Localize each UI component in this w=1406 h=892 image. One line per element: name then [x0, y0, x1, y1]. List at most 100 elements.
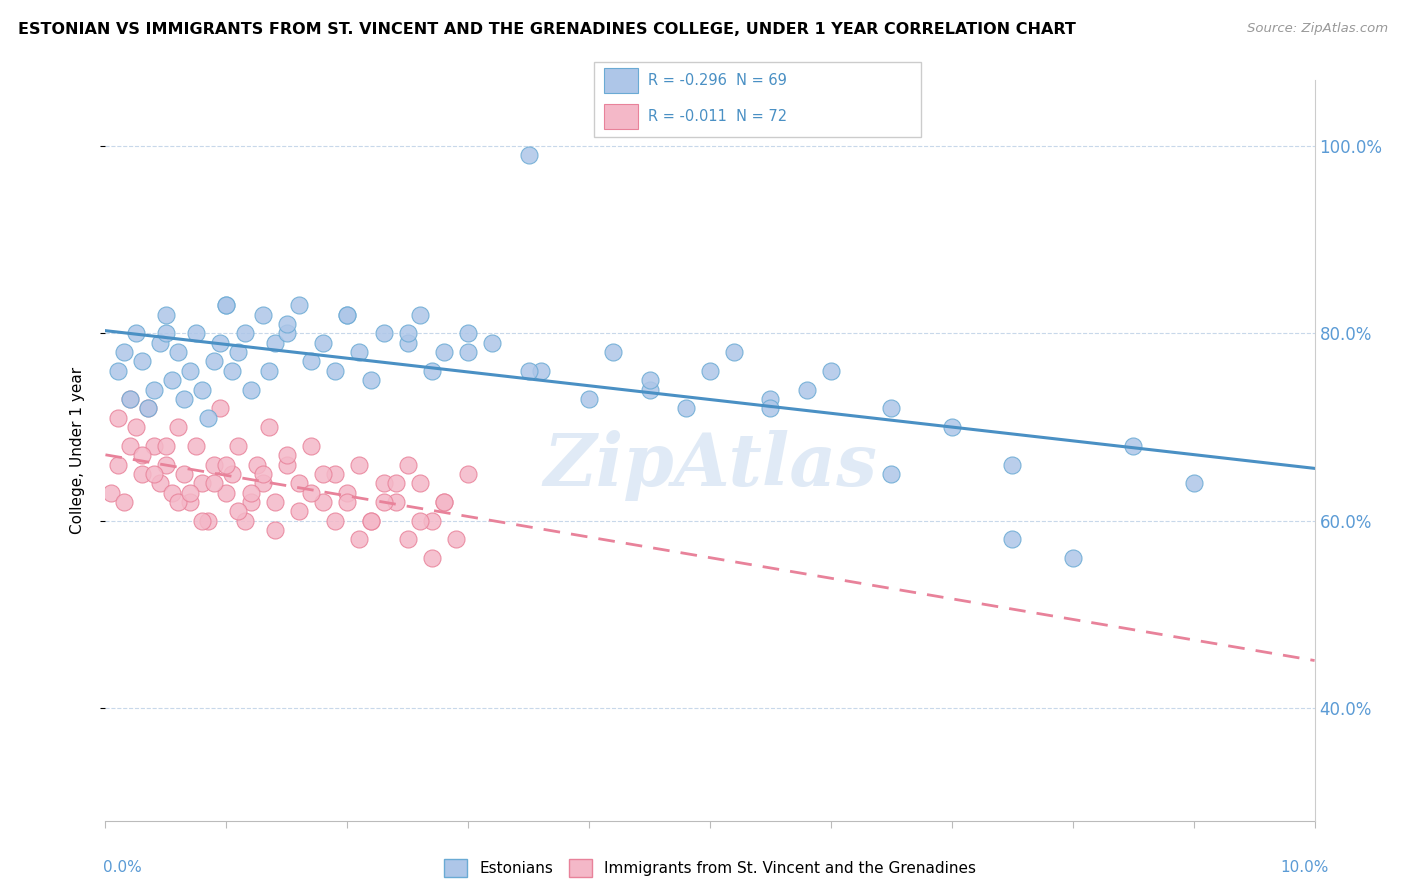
Point [409, 514, 432, 528]
Text: R = -0.296  N = 69: R = -0.296 N = 69 [648, 72, 787, 87]
Point [578, 392, 600, 406]
Point [197, 410, 219, 425]
Point [420, 551, 443, 566]
Point [149, 335, 172, 350]
Point [880, 467, 903, 481]
Point [276, 317, 298, 331]
FancyBboxPatch shape [593, 62, 921, 136]
Point [107, 364, 129, 378]
Legend: Estonians, Immigrants from St. Vincent and the Grenadines: Estonians, Immigrants from St. Vincent a… [439, 853, 981, 883]
Point [336, 308, 359, 322]
Point [360, 373, 382, 387]
Text: ZipAtlas: ZipAtlas [543, 430, 877, 500]
Point [239, 383, 262, 397]
Point [312, 495, 335, 509]
Point [409, 476, 432, 491]
Point [228, 439, 250, 453]
Point [186, 326, 208, 341]
Text: Source: ZipAtlas.com: Source: ZipAtlas.com [1247, 22, 1388, 36]
Point [941, 420, 963, 434]
Point [239, 485, 262, 500]
Point [457, 345, 479, 359]
Point [112, 495, 135, 509]
Point [396, 533, 419, 547]
Point [299, 485, 322, 500]
Point [209, 401, 232, 416]
Point [323, 514, 346, 528]
Point [759, 401, 782, 416]
Point [215, 458, 238, 472]
Point [118, 392, 141, 406]
Point [107, 458, 129, 472]
Point [100, 485, 122, 500]
Point [136, 401, 159, 416]
Point [221, 467, 243, 481]
Point [638, 383, 661, 397]
Point [433, 495, 456, 509]
Point [336, 485, 359, 500]
Point [191, 476, 214, 491]
Point [131, 448, 153, 462]
Point [530, 364, 553, 378]
Point [288, 298, 311, 312]
Point [312, 335, 335, 350]
Point [276, 458, 298, 472]
Point [349, 345, 371, 359]
FancyBboxPatch shape [605, 103, 638, 128]
Point [336, 495, 359, 509]
Point [118, 439, 141, 453]
Point [142, 383, 165, 397]
Y-axis label: College, Under 1 year: College, Under 1 year [70, 367, 84, 534]
Point [160, 485, 183, 500]
Point [396, 335, 419, 350]
Point [197, 514, 219, 528]
Point [179, 485, 201, 500]
Point [675, 401, 697, 416]
Point [173, 467, 195, 481]
Point [239, 495, 262, 509]
Point [202, 476, 225, 491]
Point [796, 383, 818, 397]
Point [160, 373, 183, 387]
Point [880, 401, 903, 416]
Point [202, 458, 225, 472]
Point [142, 467, 165, 481]
Point [420, 364, 443, 378]
Point [409, 308, 432, 322]
Point [263, 335, 285, 350]
Point [252, 476, 274, 491]
Point [215, 298, 238, 312]
Point [228, 345, 250, 359]
Point [155, 439, 177, 453]
Point [155, 308, 177, 322]
Text: R = -0.011  N = 72: R = -0.011 N = 72 [648, 109, 787, 124]
Point [191, 514, 214, 528]
Point [288, 504, 311, 518]
Point [1001, 458, 1024, 472]
Point [252, 308, 274, 322]
Point [299, 354, 322, 368]
Point [221, 364, 243, 378]
Point [384, 495, 406, 509]
Point [252, 467, 274, 481]
Point [373, 326, 395, 341]
Point [131, 467, 153, 481]
Point [433, 345, 456, 359]
Point [136, 401, 159, 416]
Point [820, 364, 842, 378]
Point [257, 364, 280, 378]
Point [276, 326, 298, 341]
Point [396, 458, 419, 472]
Point [124, 326, 148, 341]
Point [179, 364, 201, 378]
Point [1122, 439, 1144, 453]
Text: 10.0%: 10.0% [1281, 861, 1329, 875]
FancyBboxPatch shape [605, 68, 638, 93]
Point [517, 148, 540, 162]
Point [349, 533, 371, 547]
Point [759, 392, 782, 406]
Point [202, 354, 225, 368]
Point [420, 514, 443, 528]
Point [107, 410, 129, 425]
Point [124, 420, 148, 434]
